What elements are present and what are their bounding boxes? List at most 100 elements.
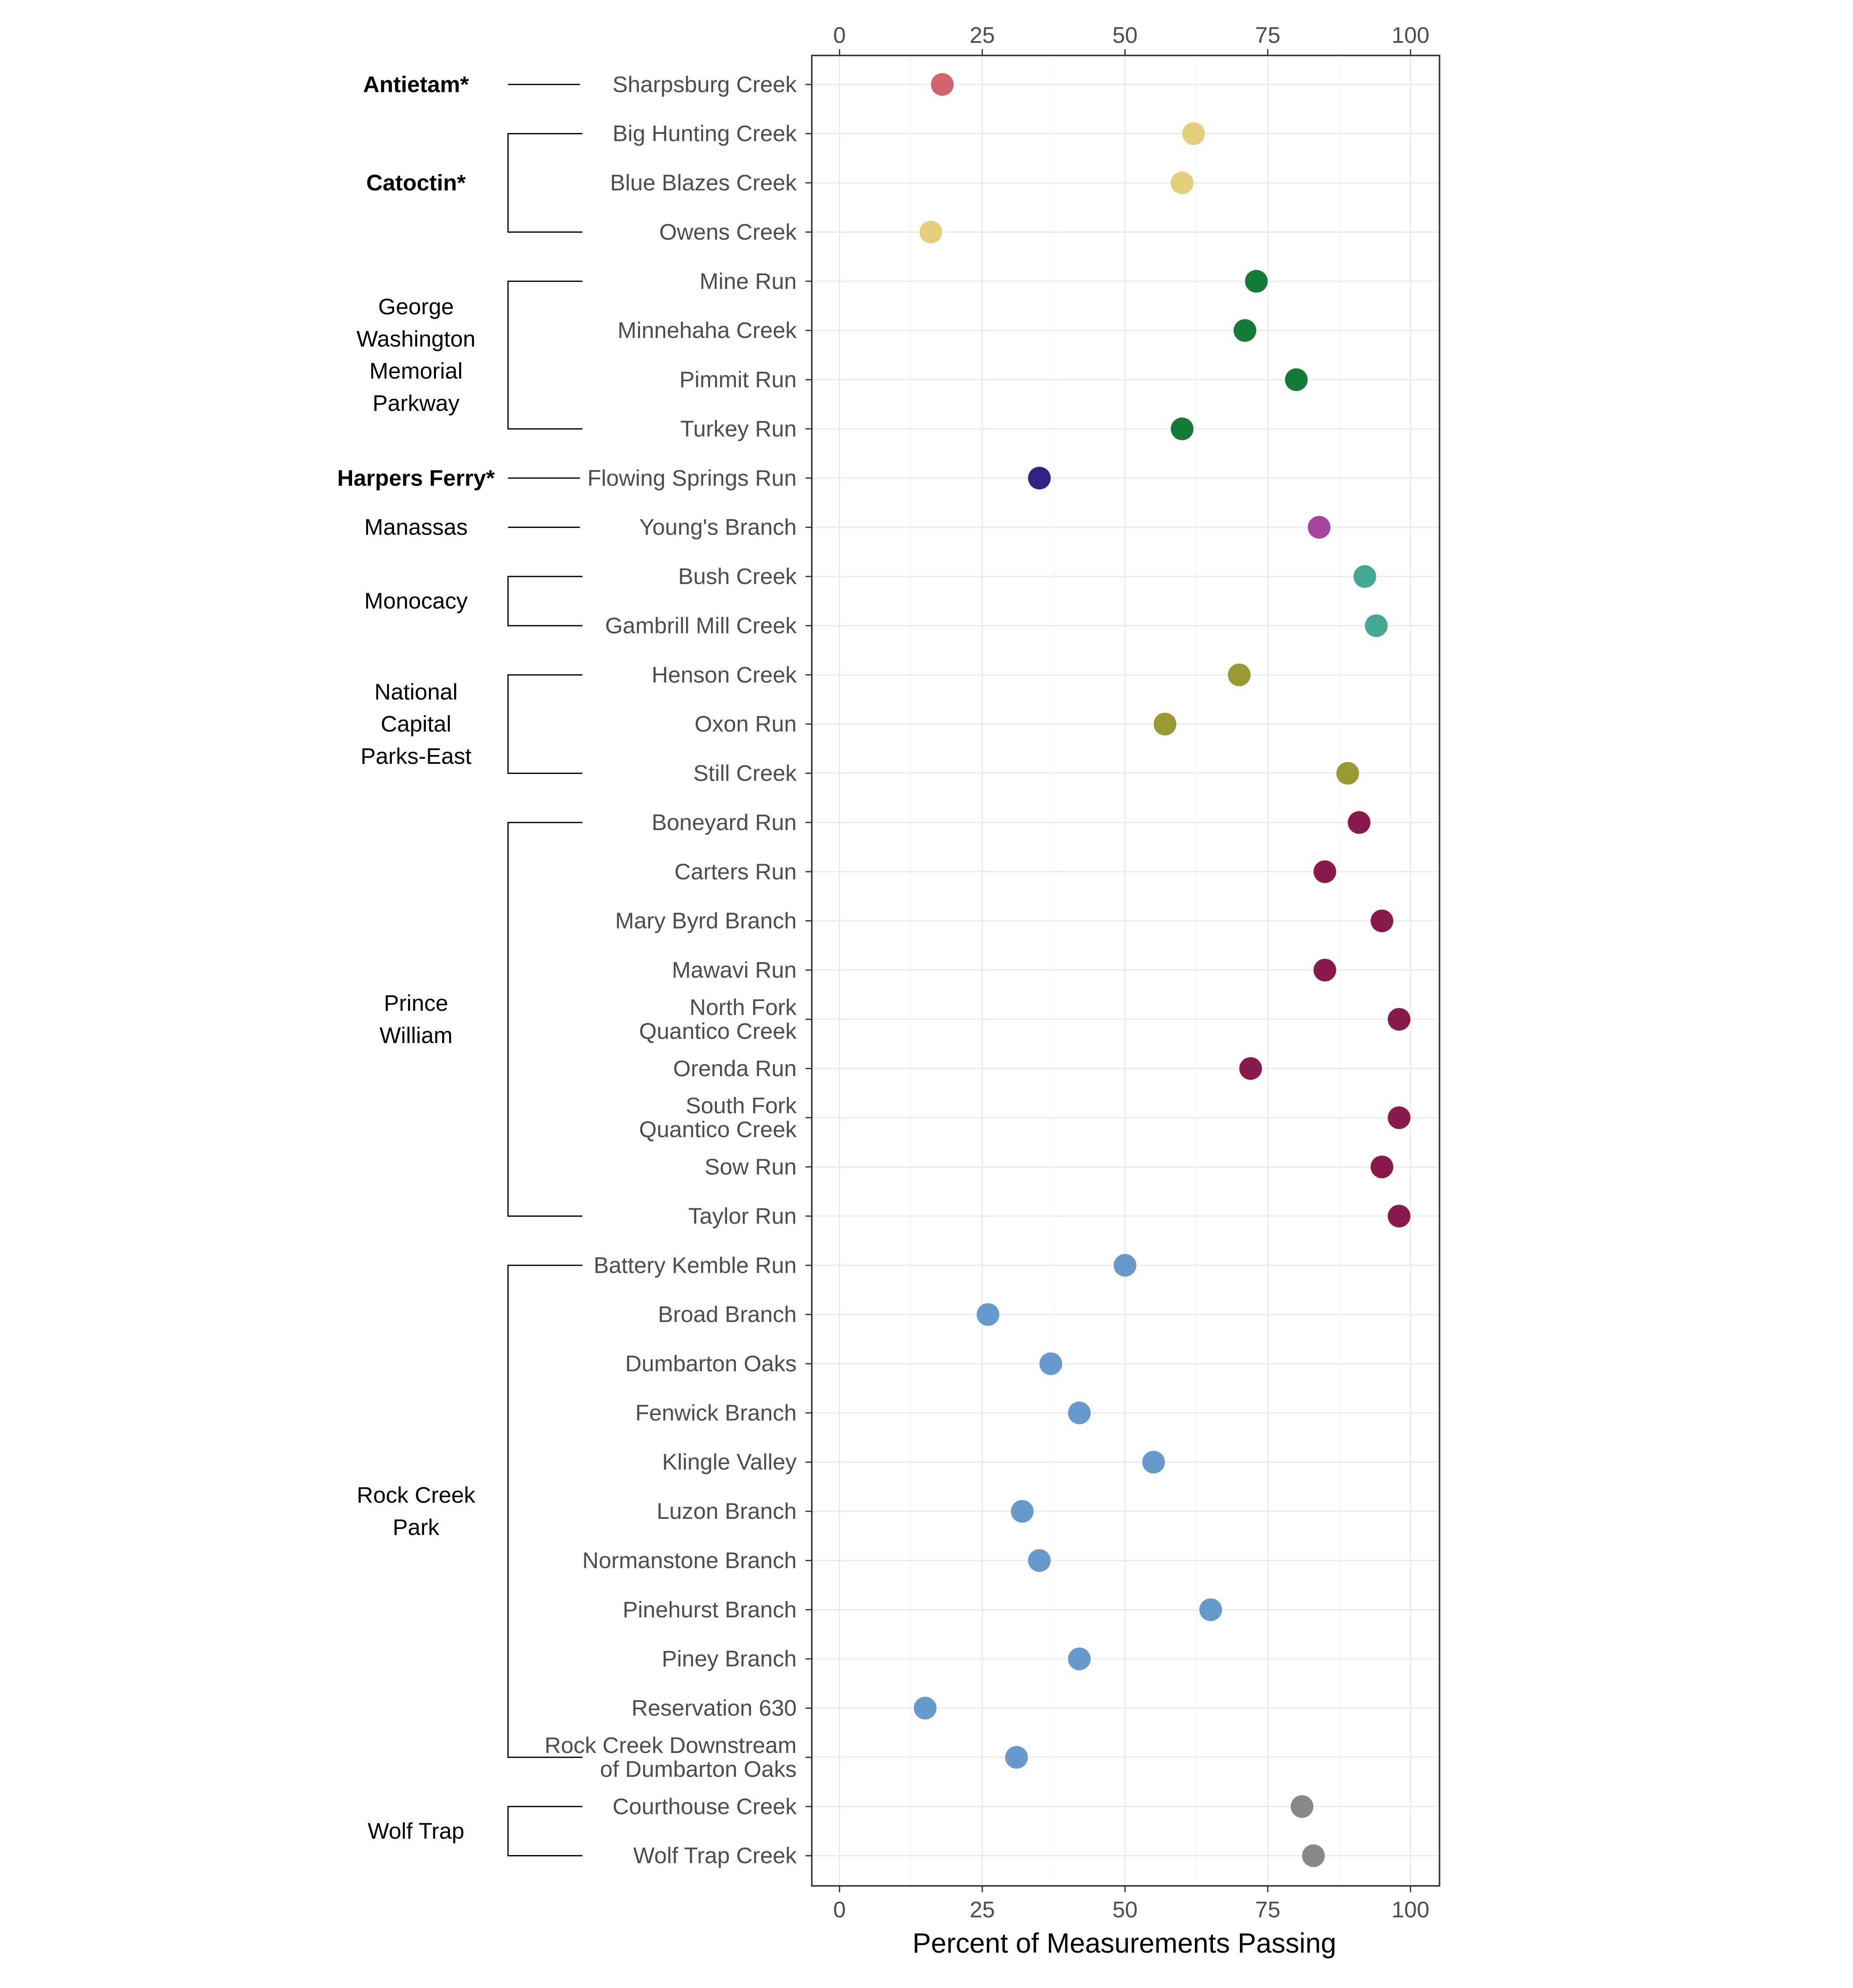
data-point [1313, 959, 1337, 982]
site-label: Gambrill Mill Creek [605, 613, 797, 638]
x-tick-label-bottom: 75 [1255, 1897, 1281, 1922]
site-label-line: Piney Branch [662, 1646, 796, 1671]
x-tick-label-bottom: 50 [1112, 1897, 1137, 1922]
group-label-line: Rock Creek [357, 1483, 476, 1508]
site-label: Broad Branch [658, 1302, 797, 1327]
site-label: Battery Kemble Run [594, 1252, 797, 1278]
data-point [1068, 1401, 1091, 1424]
group-label-line: Catoctin* [366, 170, 466, 195]
data-point [1365, 614, 1388, 637]
group-label: Manassas [364, 515, 468, 540]
group-bracket [507, 1806, 583, 1857]
group-label: Rock Creek Park [357, 1483, 476, 1540]
site-label-line: South Fork [686, 1093, 797, 1118]
site-label: Still Creek [693, 761, 797, 786]
site-label-line: Pimmit Run [679, 367, 796, 392]
site-label-line: Courthouse Creek [613, 1794, 797, 1819]
site-label: Dumbarton Oaks [625, 1351, 796, 1376]
site-label: Flowing Springs Run [587, 465, 797, 490]
grid [811, 55, 1440, 1886]
site-label-line: Still Creek [693, 761, 797, 786]
site-label: Blue Blazes Creek [610, 170, 797, 195]
data-point [1228, 663, 1251, 687]
data-point [1182, 122, 1205, 145]
site-label: Turkey Run [680, 416, 797, 441]
site-label-line: Quantico Creek [639, 1117, 797, 1142]
group-bracket [507, 281, 583, 430]
data-point [1290, 1795, 1314, 1818]
site-label: Luzon Branch [657, 1499, 797, 1524]
site-label-line: Bush Creek [678, 564, 797, 589]
group-label-line: Prince [384, 990, 448, 1016]
group-bracket [507, 576, 583, 626]
data-point [931, 73, 954, 96]
x-tick-label-top: 75 [1255, 23, 1281, 48]
site-label-line: Mary Byrd Branch [615, 908, 797, 933]
site-label-line: Oxon Run [694, 711, 796, 736]
group-label-line: Wolf Trap [368, 1818, 464, 1844]
x-tick-label-bottom: 100 [1391, 1897, 1429, 1922]
site-label: Sow Run [705, 1154, 796, 1180]
site-label: Pimmit Run [679, 367, 796, 392]
data-point [1039, 1352, 1062, 1375]
site-label-line: Minnehaha Creek [618, 318, 797, 343]
group-label: Prince William [379, 990, 452, 1048]
site-label: Minnehaha Creek [618, 318, 797, 343]
x-tick-label-top: 0 [833, 23, 846, 48]
group-bracket [507, 133, 583, 233]
site-label-line: of Dumbarton Oaks [600, 1757, 796, 1782]
site-label: Owens Creek [659, 219, 796, 244]
site-label: Reservation 630 [632, 1696, 797, 1721]
data-point [913, 1696, 937, 1720]
site-label-line: Gambrill Mill Creek [605, 613, 797, 638]
site-label: Carters Run [675, 859, 797, 884]
site-label-line: Luzon Branch [657, 1499, 797, 1524]
site-label-line: Carters Run [675, 859, 797, 884]
site-label-line: Blue Blazes Creek [610, 170, 797, 195]
site-label-line: Boneyard Run [652, 810, 796, 835]
site-label-line: Fenwick Branch [635, 1400, 796, 1425]
site-label-line: Rock Creek Downstream [545, 1733, 797, 1758]
group-label-line: William [379, 1023, 452, 1048]
site-label-line: Sow Run [705, 1154, 796, 1180]
site-label: Bush Creek [678, 564, 797, 589]
site-label-line: Normanstone Branch [582, 1548, 796, 1573]
group-bracket [507, 822, 583, 1217]
group-label-line: Parkway [372, 391, 459, 416]
group-label-line: Park [393, 1515, 440, 1540]
site-label-line: Owens Creek [659, 219, 796, 244]
site-label-line: Young's Branch [639, 515, 796, 540]
data-point [1199, 1598, 1222, 1621]
site-label-line: Battery Kemble Run [594, 1252, 797, 1278]
points [913, 73, 1411, 1867]
data-point [1313, 860, 1337, 883]
site-label: Courthouse Creek [613, 1794, 797, 1819]
site-label-line: Pinehurst Branch [623, 1597, 797, 1622]
site-label: Sharpsburg Creek [613, 72, 797, 97]
x-axis-title: Percent of Measurements Passing [913, 1928, 1336, 1959]
site-label: Henson Creek [652, 662, 797, 687]
site-label: Taylor Run [688, 1203, 797, 1229]
site-label-line: Mawavi Run [672, 957, 797, 983]
site-label-line: North Fork [690, 994, 797, 1020]
site-label-line: Turkey Run [680, 416, 797, 441]
site-label-line: Sharpsburg Creek [613, 72, 797, 97]
data-point [1387, 1205, 1411, 1228]
group-label-line: Manassas [364, 515, 468, 540]
group-label-line: Capital [381, 711, 451, 736]
site-label: Wolf Trap Creek [633, 1843, 796, 1868]
group-label-line: Harpers Ferry* [337, 465, 495, 490]
site-label-line: Flowing Springs Run [587, 465, 797, 490]
site-label: Rock Creek Downstream of Dumbarton Oaks [545, 1733, 797, 1782]
site-label: Boneyard Run [652, 810, 796, 835]
data-point [1353, 565, 1376, 588]
group-label: Monocacy [364, 588, 468, 614]
data-point [1336, 762, 1359, 785]
x-tick-label-top: 25 [970, 23, 995, 48]
site-label-line: Henson Creek [652, 662, 797, 687]
site-label-line: Reservation 630 [632, 1696, 797, 1721]
group-bracket [507, 1264, 583, 1758]
data-point [1239, 1057, 1262, 1080]
site-label-line: Broad Branch [658, 1302, 797, 1327]
